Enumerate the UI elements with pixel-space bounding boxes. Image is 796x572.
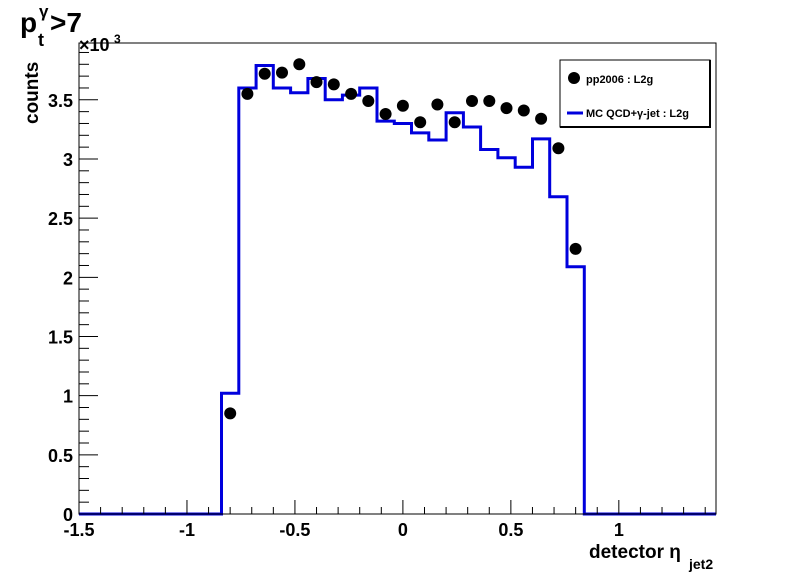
chart-title-suffix: >7 [50, 7, 82, 38]
y-tick-label: 0.5 [48, 446, 73, 466]
data-point [569, 242, 582, 255]
data-point [517, 104, 530, 117]
data-point [448, 116, 461, 129]
data-point [483, 95, 496, 107]
data-point [362, 95, 375, 107]
y-tick-label: 1.5 [48, 327, 73, 347]
plot-frame [78, 42, 717, 515]
data-point [379, 108, 392, 120]
data-point [500, 102, 513, 115]
y-axis-label: counts [22, 62, 43, 124]
data-point [345, 87, 358, 100]
data-point [535, 112, 548, 125]
y-tick-label: 2.5 [48, 209, 73, 229]
y-axis-multiplier: ×10 [79, 35, 110, 55]
plot-area [79, 58, 716, 516]
data-point [552, 142, 565, 155]
x-tick-label: 1 [614, 520, 624, 540]
legend-marker-points [568, 72, 580, 84]
x-tick-label: 0.5 [498, 520, 523, 540]
y-tick-label: 3.5 [48, 91, 73, 111]
x-tick-label: -1.5 [63, 520, 94, 540]
chart-title-superscript: γ [39, 2, 49, 21]
data-point [327, 78, 340, 91]
data-point [224, 407, 237, 420]
y-tick-label: 2 [63, 268, 73, 288]
data-point [241, 87, 254, 100]
x-tick-label: -0.5 [279, 520, 310, 540]
data-point [414, 116, 427, 129]
x-axis-label-subscript: jet2 [688, 556, 713, 572]
x-tick-label: -1 [179, 520, 195, 540]
legend-entry-data: pp2006 : L2g [586, 74, 653, 86]
data-point [466, 95, 478, 107]
data-point [396, 99, 409, 112]
x-tick-label: 0 [398, 520, 408, 540]
legend-entry-mc: MC QCD+γ-jet : L2g [586, 108, 689, 120]
data-point [258, 67, 271, 80]
chart-title: p [20, 7, 37, 38]
legend: pp2006 : L2g MC QCD+γ-jet : L2g [559, 59, 711, 128]
mc-histogram-line [79, 64, 716, 516]
axes: -1.5 -1 -0.5 0 0.5 1 0 0.5 1 1.5 2 2.5 3 3.5 [48, 42, 717, 540]
y-tick-label: 0 [63, 505, 73, 525]
y-tick-label: 1 [63, 387, 73, 407]
x-axis-label: detector η [589, 542, 681, 563]
y-axis-multiplier-exponent: 3 [114, 32, 121, 46]
data-point [293, 58, 306, 71]
y-tick-label: 3 [63, 150, 73, 170]
data-point [431, 98, 444, 111]
data-point [276, 66, 288, 79]
chart-title-subscript: t [38, 30, 44, 50]
data-point [310, 76, 323, 89]
